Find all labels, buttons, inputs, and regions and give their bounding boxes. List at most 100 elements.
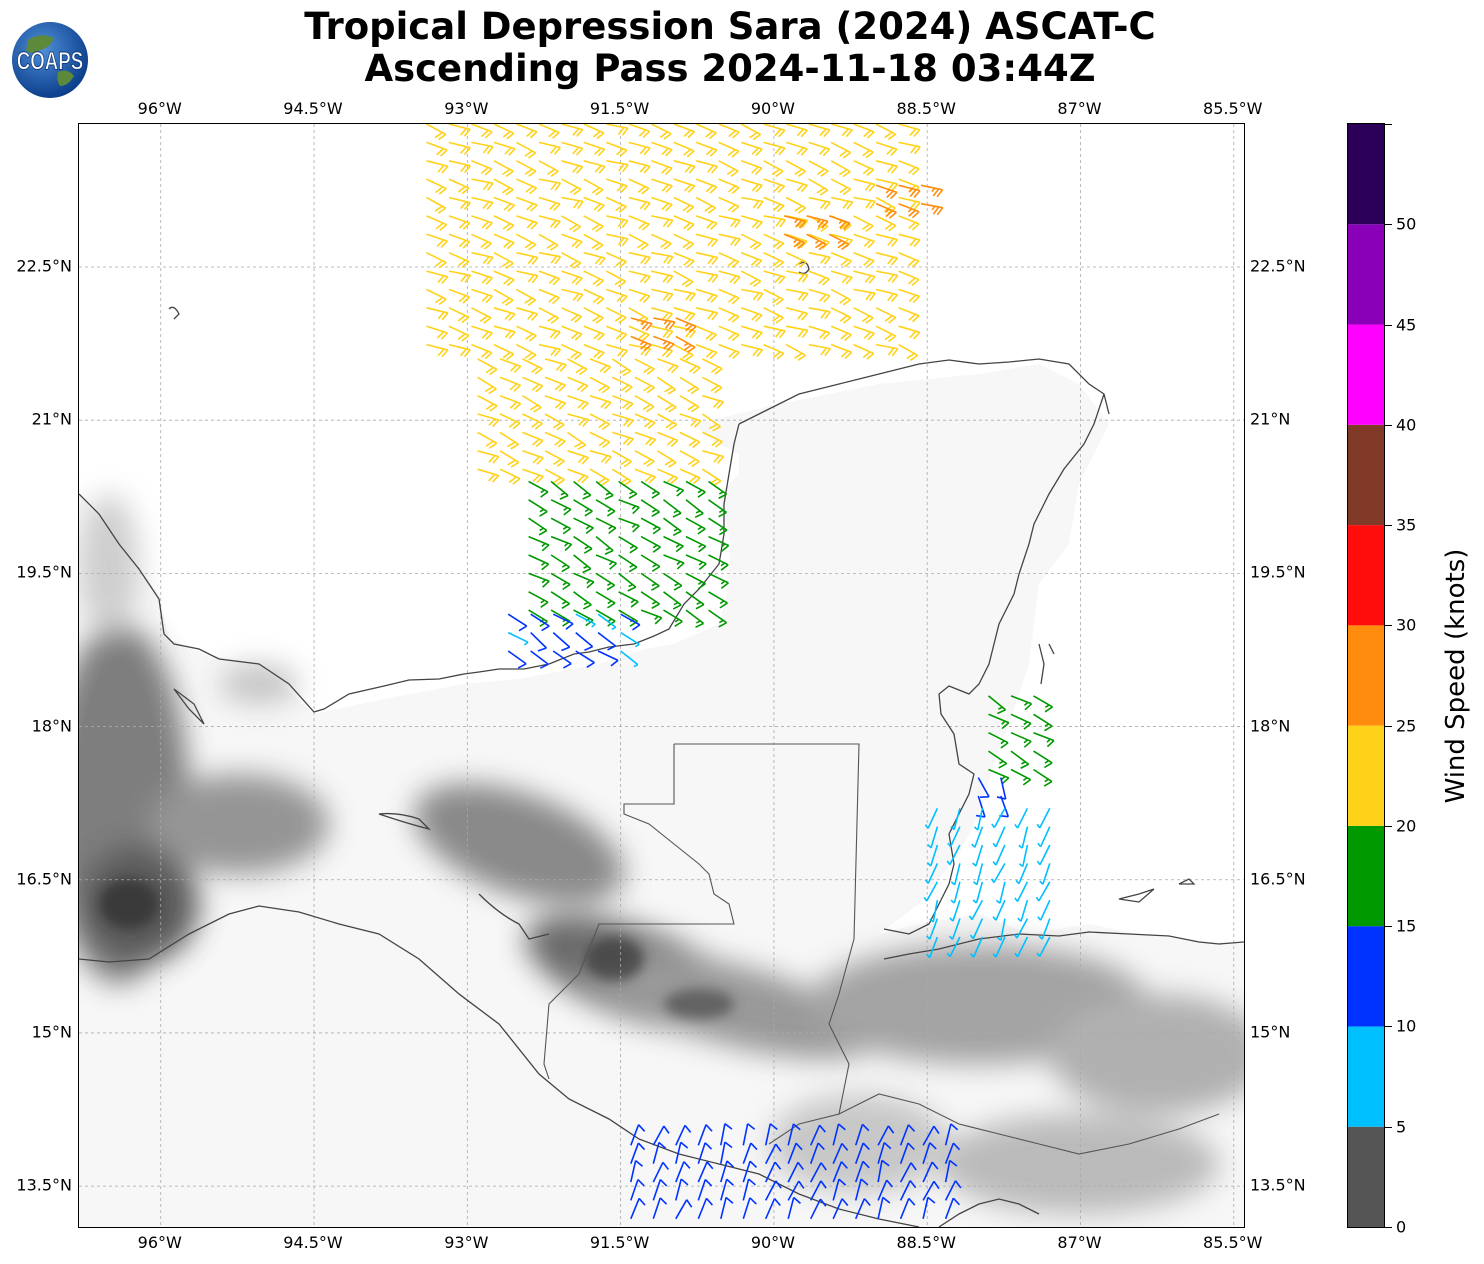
wind-barb [785, 343, 806, 361]
wind-barb [538, 343, 562, 357]
wind-barb [630, 317, 653, 331]
wind-barb [583, 270, 605, 287]
coastlines-borders [79, 261, 1244, 1227]
wind-barb [507, 613, 528, 632]
wind-barb [605, 196, 627, 213]
wind-barb [708, 535, 730, 552]
wind-barb [493, 233, 515, 250]
wind-barb [589, 376, 610, 394]
wind-barb [583, 215, 604, 233]
colorbar-title: Wind Speed (knots) [1441, 548, 1471, 804]
wind-barb [640, 572, 660, 591]
lat-tick-label: 21°N [1250, 409, 1291, 429]
wind-barb [561, 178, 582, 196]
wind-barb [786, 270, 809, 283]
wind-barb [898, 196, 921, 210]
wind-barb [920, 184, 944, 198]
wind-barb [673, 178, 696, 193]
wind-barb [499, 450, 520, 468]
wind-barb [763, 288, 784, 306]
wind-barb [679, 358, 701, 375]
wind-barb [477, 468, 500, 483]
wind-barb [702, 450, 725, 464]
wind-barb [426, 270, 449, 284]
wind-barb [920, 202, 944, 216]
wind-barb [787, 1161, 805, 1183]
map-panel[interactable] [78, 123, 1245, 1228]
wind-barb [708, 591, 728, 609]
wind-barb [561, 307, 583, 323]
wind-barb [530, 613, 550, 632]
wind-barb [763, 178, 786, 193]
wind-barb [763, 251, 785, 269]
wind-barb [697, 1142, 713, 1164]
wind-barb [606, 215, 629, 229]
wind-barb [783, 215, 807, 229]
lat-tick-label: 22.5°N [1250, 256, 1306, 276]
wind-barb [718, 233, 741, 247]
wind-barb [595, 517, 617, 534]
wind-barb [583, 325, 605, 341]
wind-barb [697, 1197, 714, 1220]
wind-barb [528, 591, 549, 608]
wind-barb [651, 270, 674, 284]
wind-barb [583, 141, 606, 157]
wind-barb [685, 572, 706, 590]
wind-barb [922, 1161, 939, 1183]
wind-barb [561, 251, 582, 269]
lon-tick-label: 96°W [137, 1233, 182, 1252]
colorbar-tick-mark [1385, 424, 1392, 426]
wind-barb [695, 124, 717, 140]
wind-barb [970, 936, 984, 958]
colorbar-tick-label: 0 [1396, 1217, 1407, 1237]
wind-barb [832, 1142, 849, 1165]
wind-barb [808, 160, 829, 177]
wind-barb [493, 288, 514, 306]
wind-barb [550, 535, 573, 552]
colorbar-bin [1348, 424, 1384, 526]
wind-barb [718, 196, 740, 213]
wind-barb [640, 480, 660, 499]
wind-barb [740, 141, 763, 157]
wind-barb [561, 215, 581, 233]
wind-barb [1033, 695, 1053, 713]
wind-barb [657, 358, 679, 374]
wind-barb [830, 307, 852, 324]
wind-barb [651, 288, 674, 302]
wind-barb [741, 343, 764, 358]
wind-barb [783, 233, 805, 250]
wind-barb [702, 376, 723, 394]
wind-barb [809, 1142, 825, 1164]
wind-barb [583, 233, 604, 251]
wind-barb [673, 160, 696, 174]
wind-barb [589, 450, 612, 464]
wind-barb [640, 609, 663, 625]
wind-barb [544, 413, 565, 431]
wind-barb [764, 1180, 782, 1201]
wind-barb [477, 431, 498, 449]
colorbar-tick-mark [1385, 625, 1392, 627]
lon-tick-label: 90°W [750, 1233, 795, 1252]
wind-barb [927, 844, 939, 867]
wind-barb [718, 288, 740, 305]
wind-barb [567, 431, 587, 450]
wind-barb [634, 431, 657, 447]
terrain-shading [79, 364, 1244, 1227]
colorbar-tick-label: 40 [1396, 415, 1417, 435]
wind-barb [471, 178, 494, 191]
wind-barb [898, 343, 919, 362]
wind-barb [530, 632, 547, 652]
wind-barb [656, 395, 677, 413]
wind-barb [595, 535, 614, 555]
wind-barb [628, 215, 650, 231]
wind-barb [832, 1161, 848, 1183]
wind-barb [763, 160, 784, 178]
wind-barb [685, 517, 706, 535]
wind-barb [1017, 899, 1029, 922]
wind-barb [528, 609, 548, 627]
wind-barb [606, 124, 629, 136]
coaps-logo: COAPS [12, 22, 88, 98]
wind-barb [493, 325, 516, 340]
wind-barb [854, 1178, 869, 1201]
wind-barb [552, 631, 571, 652]
